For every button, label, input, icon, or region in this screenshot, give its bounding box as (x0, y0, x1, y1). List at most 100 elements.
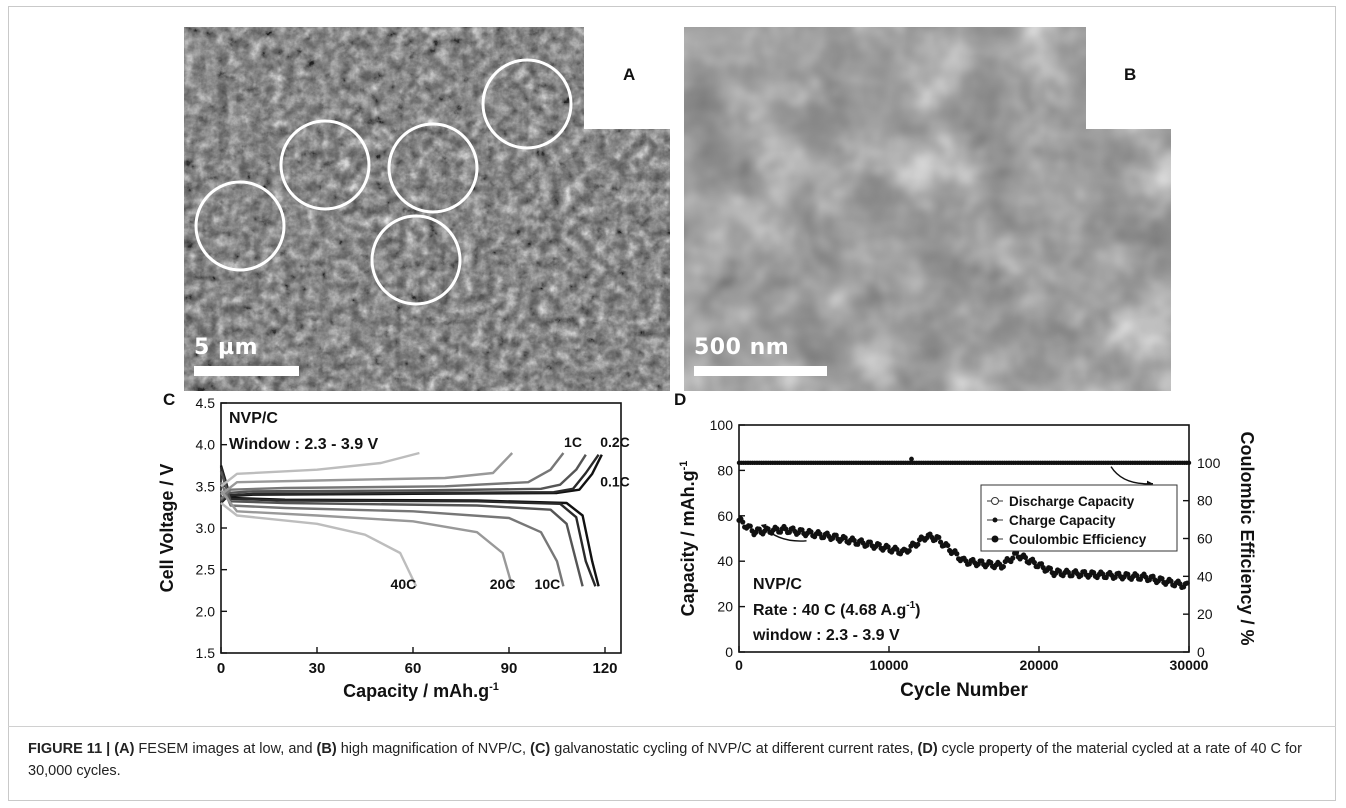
y-left-tick-label-d: 80 (717, 462, 733, 478)
caption-ref-c: (C) (530, 741, 551, 757)
y-tick-label-c: 4.0 (196, 437, 216, 453)
legend-marker-open (991, 497, 999, 505)
corner-label-box-b (1086, 27, 1171, 129)
capacity-point (876, 541, 882, 548)
capacity-point (1022, 554, 1029, 561)
arrow-head-left (761, 523, 767, 529)
y-right-tick-label-d: 20 (1197, 606, 1213, 622)
caption-ref-b: (B) (316, 741, 337, 757)
curve-charge-20C (220, 452, 514, 496)
annotation-rate-d: Rate : 40 C (4.68 A.g-1) (753, 600, 920, 619)
legend-marker-filled (991, 535, 999, 543)
curve-charge-1C (220, 454, 587, 502)
y-right-tick-label-d: 60 (1197, 531, 1213, 547)
capacity-point (1031, 559, 1037, 566)
capacity-point (915, 541, 921, 548)
x-tick-label-d: 10000 (870, 657, 909, 673)
x-tick-label-c: 30 (309, 660, 326, 677)
caption-ref-a: (A) (114, 741, 135, 757)
sem-texture-b (684, 27, 1171, 391)
curve-discharge-0_1C (219, 465, 600, 587)
figure-frame: 5 µm A 500 nm B C (8, 6, 1336, 801)
scalebar-label-b: 500 nm (694, 335, 790, 360)
legend-label: Discharge Capacity (1009, 494, 1135, 509)
y-right-tick-label-d: 0 (1197, 644, 1205, 660)
y-left-axis-label-sup-d: -1 (678, 461, 690, 471)
y-right-tick-label-d: 100 (1197, 455, 1221, 471)
capacity-point (842, 535, 848, 541)
legend-label: Coulombic Efficiency (1009, 532, 1147, 547)
y-left-tick-label-d: 20 (717, 599, 733, 615)
caption-label: FIGURE 11 | (28, 741, 111, 757)
annotation-rate-sup-d: -1 (906, 600, 915, 611)
capacity-point (1047, 565, 1054, 572)
capacity-point (938, 539, 944, 545)
panel-letter-b: B (1124, 65, 1137, 84)
y-left-tick-label-d: 60 (717, 508, 733, 524)
capacity-point (936, 534, 942, 540)
figure-caption: FIGURE 11 | (A) FESEM images at low, and… (28, 738, 1318, 782)
annotation-window-c: Window : 2.3 - 3.9 V (229, 436, 379, 453)
x-tick-label-c: 60 (405, 660, 422, 677)
highlight-circles (194, 58, 573, 306)
caption-text-d: cycle property of the material cycled at… (28, 741, 1302, 779)
series-label-0_2C: 0.2C (600, 434, 630, 450)
curve-discharge-1C (219, 470, 584, 587)
capacity-point (808, 529, 814, 535)
y-left-tick-label-d: 40 (717, 553, 733, 569)
legend-label: Charge Capacity (1009, 513, 1116, 528)
y-tick-label-c: 2.5 (196, 562, 216, 578)
x-tick-label-c: 0 (217, 660, 225, 677)
scalebar-a (194, 366, 299, 376)
series-label-1C: 1C (564, 434, 582, 450)
curve-charge-40C (220, 451, 420, 488)
curve-discharge-10C (219, 481, 565, 587)
arrow-to-right-axis (1110, 466, 1154, 485)
capacity-point (885, 544, 891, 550)
capacity-point (954, 551, 960, 557)
x-axis-label-c: Capacity / mAh.g-1 (343, 681, 499, 701)
efficiency-outlier-point (909, 456, 914, 462)
curve-discharge-40C (220, 502, 418, 587)
panel-letter-a: A (623, 65, 636, 84)
y-tick-label-c: 2.0 (196, 603, 216, 619)
curve-discharge-0_2C (219, 466, 597, 587)
annotation-title-d: NVP/C (753, 576, 802, 593)
x-axis-label-sup-c: -1 (489, 681, 499, 693)
curve-charge-0_2C (220, 453, 600, 503)
y-left-tick-label-d: 100 (710, 417, 734, 433)
caption-text-a: FESEM images at low, and (134, 741, 317, 757)
y-axis-label-c: Cell Voltage / V (157, 464, 177, 593)
x-axis-label-d: Cycle Number (900, 680, 1028, 701)
capacity-point (945, 542, 951, 549)
y-right-tick-label-d: 40 (1197, 568, 1213, 584)
annotation-rate-end-d: ) (915, 602, 920, 619)
capacity-point (1038, 561, 1045, 567)
y-tick-label-c: 4.5 (196, 395, 216, 411)
series-label-0_1C: 0.1C (600, 473, 630, 489)
scalebar-b (694, 366, 827, 376)
panel-letter-c: C (163, 390, 175, 409)
capacity-point (1000, 564, 1006, 570)
y-right-tick-label-d: 80 (1197, 493, 1213, 509)
series-label-20C: 20C (490, 576, 516, 592)
sem-image-b: 500 nm (684, 27, 1171, 391)
y-left-axis-label-d: Capacity / mAh.g-1 (678, 461, 698, 617)
y-left-tick-label-d: 0 (725, 644, 733, 660)
x-tick-label-c: 90 (501, 660, 518, 677)
scalebar-label-a: 5 µm (194, 335, 259, 360)
corner-label-box-a (584, 27, 670, 129)
series-label-40C: 40C (391, 576, 417, 592)
legend-box-d (980, 484, 1178, 552)
panel-letter-d: D (674, 390, 686, 409)
chart-c: C 1.5 2.0 2.5 3.0 3.5 4.0 4.5 0 30 60 90 120 Capacit… (157, 390, 630, 701)
efficiency-point (1186, 460, 1192, 466)
annotation-window-d: window : 2.3 - 3.9 V (752, 627, 900, 644)
curve-charge-10C (220, 452, 565, 500)
y-right-axis-label-d: Coulombic Efficiency / % (1237, 431, 1257, 645)
chart-d: D 0 20 40 60 80 100 0 20 40 60 80 100 0 10000 20000 300… (674, 390, 1257, 701)
caption-text-c: galvanostatic cycling of NVP/C at differ… (550, 741, 918, 757)
x-tick-label-c: 120 (592, 660, 617, 677)
y-tick-label-c: 1.5 (196, 645, 216, 661)
sem-image-a: 5 µm (184, 27, 670, 391)
